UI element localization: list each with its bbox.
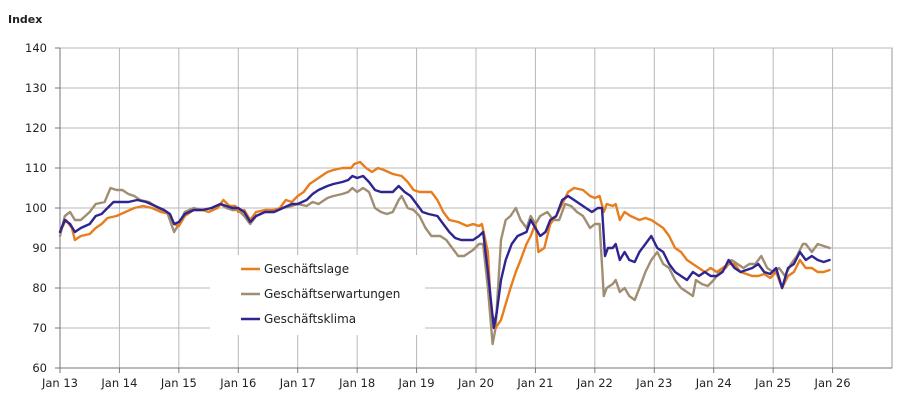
- legend-label: Geschäftsklima: [264, 312, 356, 326]
- y-tick-label: 100: [25, 201, 47, 215]
- x-tick-label: Jan 24: [695, 376, 732, 390]
- x-tick-label: Jan 15: [160, 376, 197, 390]
- y-tick-label: 140: [25, 41, 47, 55]
- series-line-3: [58, 174, 831, 330]
- series-line-1: [58, 160, 831, 330]
- y-axis-label: Index: [8, 13, 42, 26]
- x-tick-label: Jan 16: [219, 376, 256, 390]
- legend-label: Geschäftserwartungen: [264, 287, 400, 301]
- x-tick-label: Jan 21: [516, 376, 553, 390]
- x-tick-label: Jan 14: [100, 376, 137, 390]
- y-tick-label: 120: [25, 121, 47, 135]
- y-tick-label: 130: [25, 81, 47, 95]
- x-tick-label: Jan 17: [279, 376, 316, 390]
- axes: 60 70 80 90 100 110 120 130 140 Jan 13 Jan 14 Jan 1…: [25, 41, 892, 390]
- series-lines: [58, 160, 831, 346]
- y-tick-label: 90: [32, 241, 47, 255]
- x-tick-label: Jan 13: [41, 376, 78, 390]
- y-tick-label: 80: [32, 281, 47, 295]
- y-tick-label: 60: [32, 361, 47, 375]
- x-tick-label: Jan 18: [338, 376, 375, 390]
- x-tick-label: Jan 23: [635, 376, 672, 390]
- x-tick-label: Jan 20: [457, 376, 494, 390]
- y-tick-label: 70: [32, 321, 47, 335]
- legend: Geschäftslage Geschäftserwartungen Geschäf…: [210, 255, 425, 335]
- x-tick-label: Jan 25: [754, 376, 791, 390]
- x-tick-label: Jan 22: [576, 376, 613, 390]
- legend-label: Geschäftslage: [264, 262, 349, 276]
- x-tick-label: Jan 19: [398, 376, 435, 390]
- grid: [59, 47, 893, 369]
- y-tick-label: 110: [25, 161, 47, 175]
- x-tick-label: Jan 26: [814, 376, 851, 390]
